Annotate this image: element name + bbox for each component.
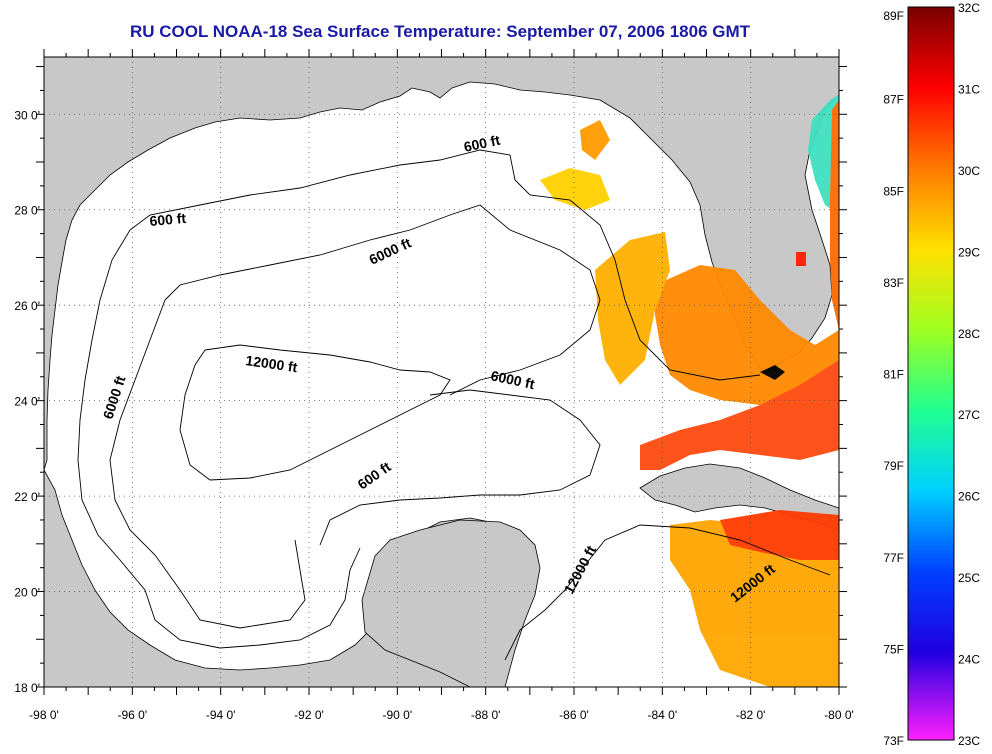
colorbar-f-label: 73F [883, 734, 904, 748]
lon-tick-label: -98 0' [29, 708, 59, 722]
lon-tick-label: -86 0' [559, 708, 589, 722]
colorbar-c-label: 27C [958, 408, 980, 422]
sst-patch-panhandle [580, 120, 610, 160]
contour-label: 600 ft [149, 210, 187, 229]
colorbar-c-label: 24C [958, 653, 980, 667]
lon-tick-label: -80 0' [824, 708, 854, 722]
colorbar-c-label: 29C [958, 245, 980, 259]
colorbar-f-label: 89F [883, 9, 904, 23]
colorbar-c-label: 32C [958, 1, 980, 15]
lat-tick-label: 26 0' [14, 299, 40, 313]
sst-swath-florida-shelf [655, 265, 839, 405]
lat-tick-label: 28 0' [14, 204, 40, 218]
map-title: RU COOL NOAA-18 Sea Surface Temperature:… [129, 22, 751, 41]
colorbar [907, 6, 955, 741]
contour-6000ft [164, 204, 601, 396]
colorbar-c-label: 26C [958, 490, 980, 504]
land-north-america [44, 57, 839, 471]
lat-tick-label: 30 0' [14, 108, 40, 122]
sst-swath-west-florida [595, 232, 670, 385]
sst-patch-nw-florida [540, 168, 610, 210]
lat-tick-label: 24 0' [14, 395, 40, 409]
colorbar-f-label: 77F [883, 551, 904, 565]
sst-swath-loop-current [640, 360, 839, 470]
contour-6000ft-east [319, 389, 601, 546]
lon-tick-label: -82 0' [736, 708, 766, 722]
colorbar-f-label: 75F [883, 642, 904, 656]
latitude-axis-labels: 30 0' 28 0' 26 0' 24 0' 22 0' 20 0' 18 0' [14, 108, 40, 695]
sst-swath-atlantic-warm [830, 100, 839, 330]
colorbar-c-label: 28C [958, 327, 980, 341]
sst-swath-caribbean [670, 520, 839, 687]
colorbar-f-label: 85F [883, 184, 904, 198]
colorbar-c-label: 23C [958, 734, 980, 748]
bathymetry-contours [77, 149, 831, 661]
map-plot-area: 600 ft 600 ft 6000 ft 6000 ft 12000 ft 6… [44, 57, 839, 687]
contour-label: 600 ft [462, 132, 501, 155]
colorbar-f-label: 87F [883, 93, 904, 107]
sst-data-layer [540, 95, 839, 687]
colorbar-c-label: 25C [958, 571, 980, 585]
lat-tick-label: 22 0' [14, 490, 40, 504]
longitude-axis-labels: -98 0' -96 0' -94 0' -92 0' -90 0' -88 0' -86 … [29, 708, 854, 722]
colorbar-f-label: 81F [883, 368, 904, 382]
sst-patch-okeechobee [796, 252, 806, 266]
contour-6000ft-west [109, 299, 306, 629]
lon-tick-label: -96 0' [118, 708, 148, 722]
lat-tick-label: 20 0' [14, 586, 40, 600]
map-grid [44, 57, 839, 687]
contour-12000ft [179, 344, 451, 481]
colorbar-c-label: 30C [958, 164, 980, 178]
lon-tick-label: -90 0' [383, 708, 413, 722]
lon-tick-label: -84 0' [648, 708, 678, 722]
colorbar-f-label: 79F [883, 459, 904, 473]
lon-tick-label: -88 0' [471, 708, 501, 722]
lon-tick-label: -94 0' [206, 708, 236, 722]
contour-label: 12000 ft [245, 352, 299, 375]
contour-600ft-west [77, 229, 361, 649]
map-ticks [36, 49, 847, 695]
colorbar-f-label: 83F [883, 276, 904, 290]
lon-tick-label: -92 0' [294, 708, 324, 722]
contour-600ft [129, 149, 761, 381]
sst-swath-yucatan-channel [720, 510, 839, 560]
colorbar-fahrenheit-labels: 89F 87F 85F 83F 81F 79F 77F 75F 73F [883, 9, 904, 748]
land-yucatan [361, 519, 541, 687]
colorbar-celsius-labels: 32C 31C 30C 29C 28C 27C 26C 25C 24C 23C [958, 1, 980, 748]
colorbar-c-label: 31C [958, 82, 980, 96]
sst-patch-florida-bay [760, 365, 785, 380]
lat-tick-label: 18 0' [14, 681, 40, 695]
contour-12000ft-south [504, 524, 831, 661]
